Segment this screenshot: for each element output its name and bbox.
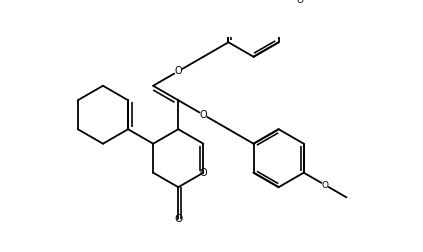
Text: O: O bbox=[297, 0, 303, 6]
Text: O: O bbox=[200, 110, 207, 120]
Text: O: O bbox=[174, 66, 182, 76]
Text: O: O bbox=[321, 180, 329, 190]
Text: O: O bbox=[200, 168, 207, 178]
Text: O: O bbox=[174, 214, 182, 224]
